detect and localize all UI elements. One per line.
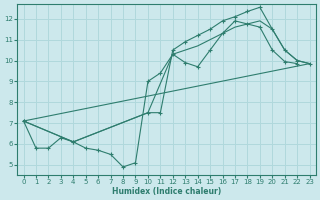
X-axis label: Humidex (Indice chaleur): Humidex (Indice chaleur)	[112, 187, 221, 196]
